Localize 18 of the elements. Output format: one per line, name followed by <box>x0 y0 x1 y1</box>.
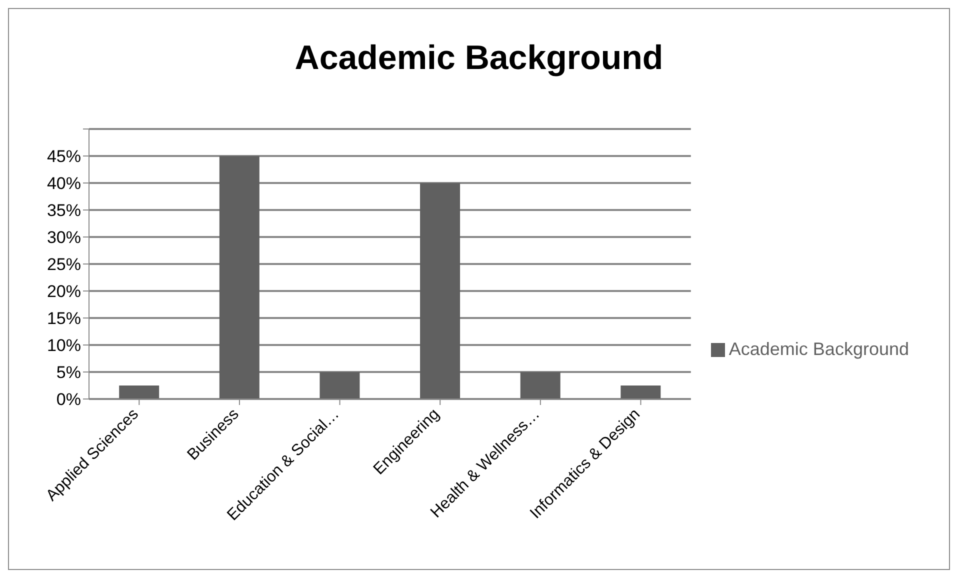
bar <box>620 386 661 399</box>
y-tick-label: 35% <box>46 201 81 220</box>
bar <box>520 372 560 399</box>
y-tick-label: 0% <box>56 390 81 410</box>
y-tick-label: 25% <box>46 255 81 274</box>
y-tick-label: 10% <box>46 336 81 356</box>
bar <box>219 156 260 399</box>
y-tick-label: 5% <box>56 363 81 382</box>
y-tick-label: 20% <box>46 282 81 302</box>
y-tick-label: 15% <box>46 309 81 328</box>
legend-label: Academic Background <box>728 338 909 358</box>
y-tick-label: 45% <box>46 147 81 166</box>
chart-title: Academic Background <box>294 38 664 79</box>
bar <box>420 183 460 399</box>
bar <box>119 386 160 399</box>
y-tick-label: 40% <box>46 174 81 194</box>
y-tick-label: 30% <box>46 228 81 248</box>
bar <box>320 372 360 399</box>
